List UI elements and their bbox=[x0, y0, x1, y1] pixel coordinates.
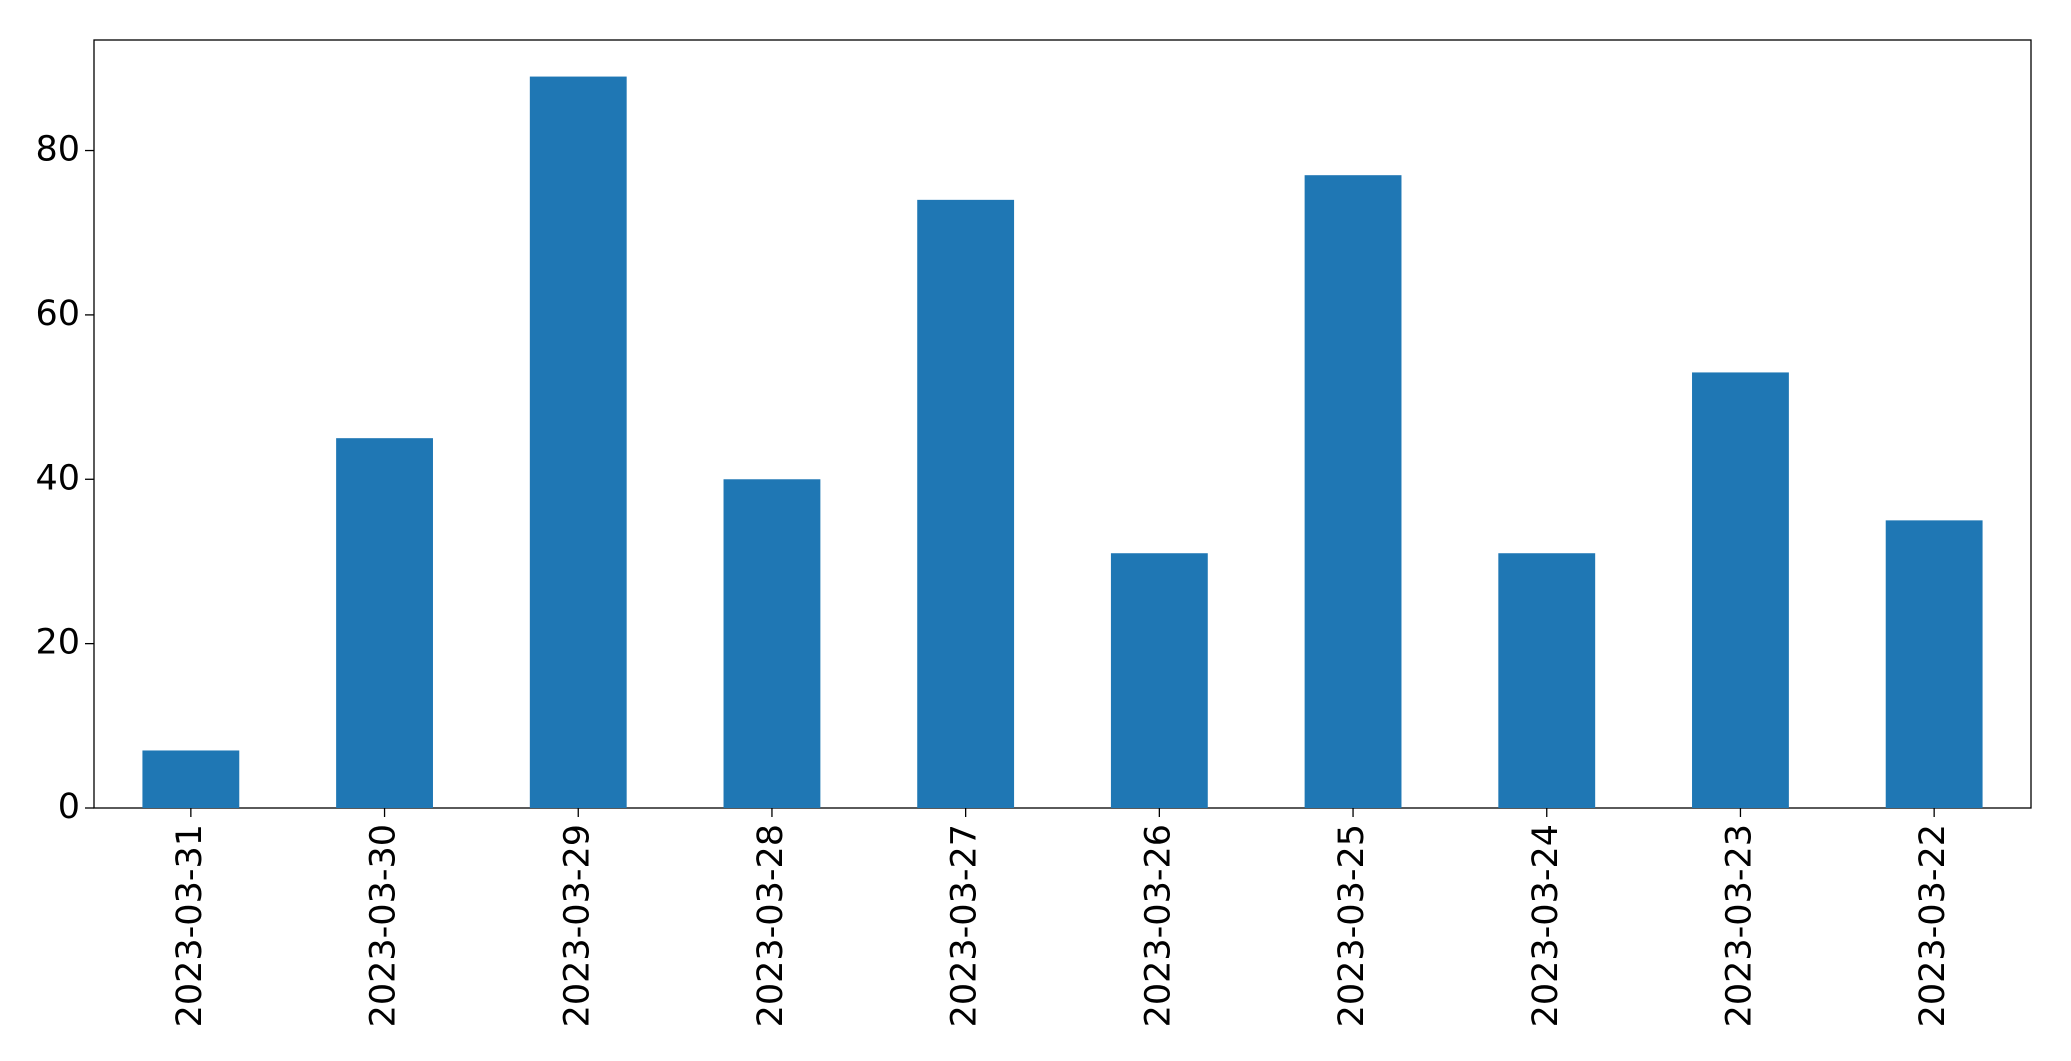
bar bbox=[917, 199, 1015, 809]
y-tick-label: 20 bbox=[35, 623, 80, 663]
y-tick-label: 0 bbox=[58, 787, 80, 827]
x-tick-label: 2023-03-31 bbox=[170, 824, 210, 1027]
plot-frame bbox=[93, 39, 2032, 809]
y-tick-label: 40 bbox=[35, 458, 80, 498]
x-tick-label: 2023-03-23 bbox=[1719, 824, 1759, 1027]
x-tick-label: 2023-03-25 bbox=[1332, 824, 1372, 1027]
bar bbox=[1885, 520, 1983, 808]
x-tick-label: 2023-03-22 bbox=[1913, 824, 1953, 1027]
y-tick-label: 80 bbox=[35, 130, 80, 170]
bar bbox=[1110, 553, 1208, 808]
x-tick-label: 2023-03-24 bbox=[1526, 824, 1566, 1027]
bar bbox=[142, 750, 240, 808]
x-tick-label: 2023-03-29 bbox=[557, 824, 597, 1027]
y-tick-label: 60 bbox=[35, 294, 80, 334]
bar bbox=[723, 479, 821, 808]
bar bbox=[1304, 175, 1402, 808]
bar bbox=[1692, 372, 1789, 808]
bar bbox=[529, 76, 627, 809]
x-tick-label: 2023-03-27 bbox=[945, 824, 985, 1027]
x-tick-label: 2023-03-26 bbox=[1138, 824, 1178, 1027]
x-tick-label: 2023-03-28 bbox=[751, 824, 791, 1027]
x-tick-label: 2023-03-30 bbox=[364, 824, 404, 1027]
bar bbox=[336, 438, 433, 808]
bar bbox=[1498, 553, 1596, 808]
